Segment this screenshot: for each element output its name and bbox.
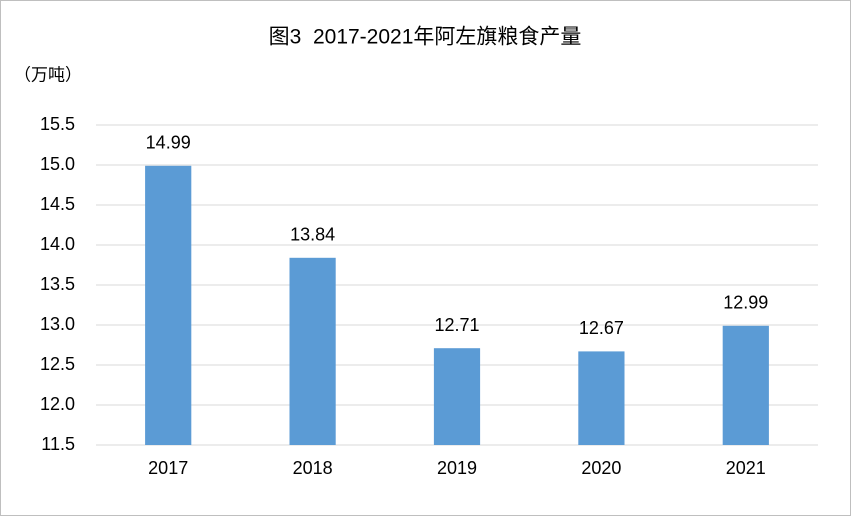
y-tick-label: 13.5 [40, 274, 75, 294]
bar [578, 351, 625, 445]
x-tick-label: 2020 [581, 458, 621, 478]
y-tick-label: 15.5 [40, 114, 75, 134]
y-tick-label: 12.0 [40, 394, 75, 414]
chart-title: 图3 2017-2021年阿左旗粮食产量 [269, 26, 582, 49]
x-tick-label: 2019 [437, 458, 477, 478]
value-label: 14.99 [146, 133, 191, 153]
bar [289, 257, 336, 445]
y-tick-label: 13.0 [40, 314, 75, 334]
bar [722, 325, 769, 445]
x-tick-label: 2018 [293, 458, 333, 478]
value-label: 12.71 [434, 315, 479, 335]
value-label: 13.84 [290, 225, 335, 245]
bar [145, 165, 192, 446]
x-tick-label: 2017 [148, 458, 188, 478]
y-tick-label: 14.5 [40, 194, 75, 214]
x-tick-label: 2021 [726, 458, 766, 478]
y-tick-label: 15.0 [40, 154, 75, 174]
y-tick-label: 14.0 [40, 234, 75, 254]
y-tick-label: 12.5 [40, 354, 75, 374]
y-axis-label: （万吨） [14, 65, 82, 84]
y-tick-label: 11.5 [41, 434, 75, 454]
value-label: 12.67 [579, 318, 624, 338]
bar [433, 348, 481, 445]
value-label: 12.99 [723, 293, 768, 313]
